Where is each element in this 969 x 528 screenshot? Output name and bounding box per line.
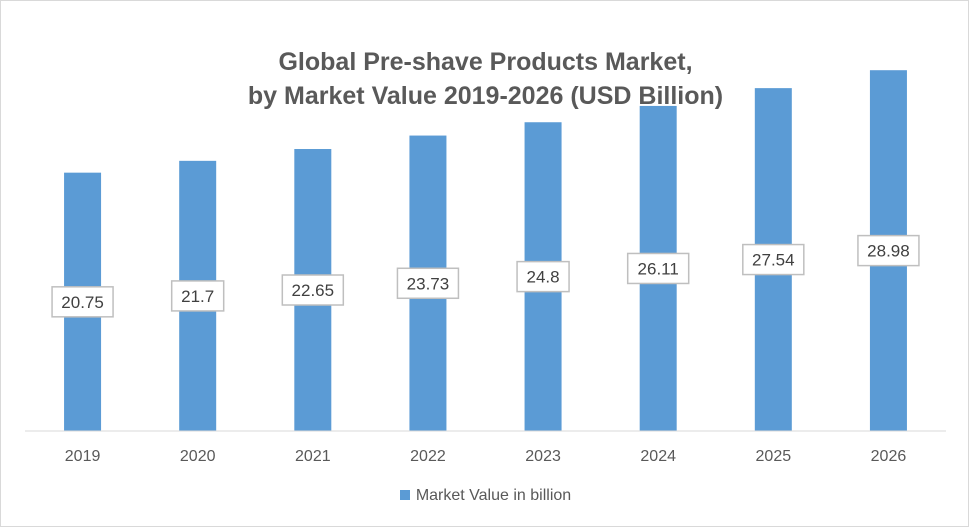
data-label-box-2023 <box>516 260 570 293</box>
data-label-box-2026 <box>857 234 920 267</box>
x-tick-label-2019: 2019 <box>65 448 101 465</box>
x-tick-label-2024: 2024 <box>640 448 676 465</box>
x-tick-label-2021: 2021 <box>295 448 331 465</box>
legend-swatch <box>399 490 410 500</box>
x-tick-label-2025: 2025 <box>756 448 792 465</box>
data-label-box-2024 <box>626 252 690 285</box>
legend-label: Market Value in billion <box>415 487 572 504</box>
data-label-2021: 22.65 <box>292 281 335 300</box>
x-tick-label-2026: 2026 <box>871 448 907 465</box>
data-label-box-2019 <box>51 286 114 318</box>
data-label-2022: 23.73 <box>407 274 450 293</box>
x-tick-label-2022: 2022 <box>410 448 446 465</box>
data-label-box-2025 <box>742 243 805 276</box>
chart-legend: Market Value in billion <box>1 487 969 505</box>
data-label-2026: 28.98 <box>867 242 910 261</box>
data-label-2020: 21.7 <box>181 287 214 306</box>
data-label-box-2020 <box>170 280 225 312</box>
data-label-box-2022 <box>396 267 460 300</box>
chart-title: Global Pre-shave Products Market, by Mar… <box>1 45 969 113</box>
data-label-2023: 24.8 <box>527 268 560 287</box>
x-tick-label-2020: 2020 <box>180 448 216 465</box>
chart-title-line-2: by Market Value 2019-2026 (USD Billion) <box>247 82 724 110</box>
data-label-2025: 27.54 <box>752 251 795 270</box>
data-label-2019: 20.75 <box>61 293 104 312</box>
data-label-box-2021 <box>281 274 345 306</box>
x-tick-label-2023: 2023 <box>525 448 561 465</box>
data-label-2024: 26.11 <box>638 259 679 278</box>
chart-title-line-1: Global Pre-shave Products Market, <box>278 48 693 76</box>
